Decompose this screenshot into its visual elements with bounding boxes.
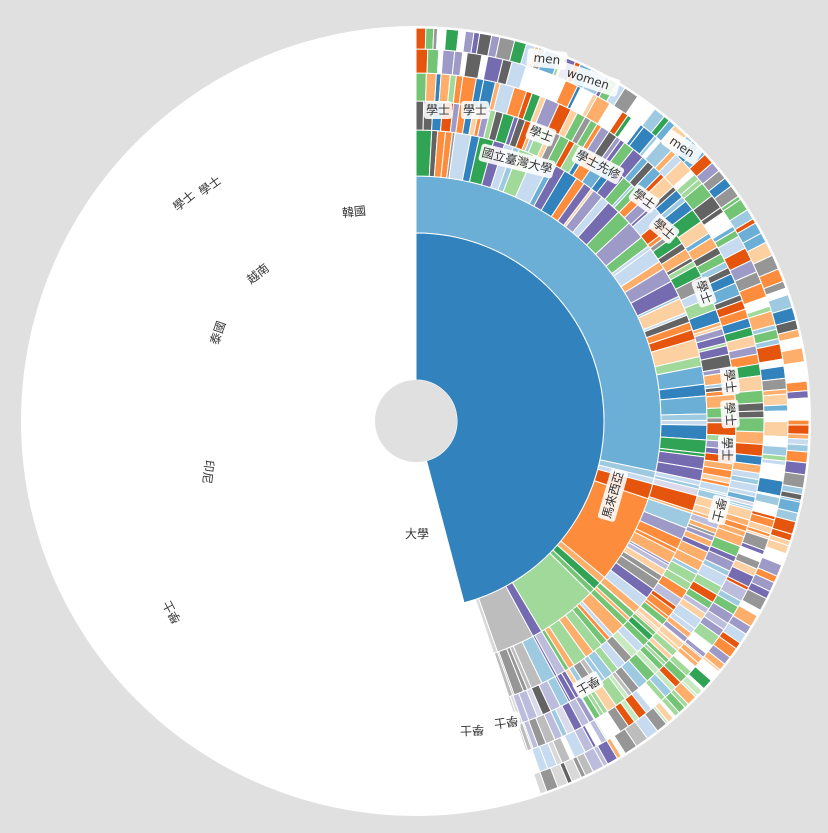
center-hole — [375, 380, 457, 462]
sunburst-arc[interactable] — [787, 424, 810, 435]
label-background — [158, 596, 186, 628]
label-background — [691, 276, 717, 308]
label-background — [571, 145, 625, 185]
segment-label: 學士 — [457, 720, 487, 740]
segment-label: 印尼 — [197, 457, 219, 487]
label-background — [457, 720, 487, 740]
segment-label-text: 學士 — [460, 723, 484, 738]
segment-label: 學士 — [525, 121, 557, 147]
segment-label: 學士 — [720, 399, 740, 429]
sunburst-arc[interactable] — [787, 410, 810, 421]
sunburst-arc[interactable] — [735, 402, 765, 413]
sunburst-arc[interactable] — [783, 361, 808, 381]
segment-label: 學士 — [719, 366, 741, 396]
segment-label-text: 學士 — [426, 103, 450, 117]
sunburst-arc[interactable] — [787, 419, 810, 426]
label-background — [168, 186, 200, 216]
segment-label-text: 學士 — [720, 437, 734, 461]
segment-label-text: 學士 — [493, 713, 519, 730]
sunburst-arc[interactable] — [426, 48, 440, 75]
sunburst-arc[interactable] — [415, 27, 427, 50]
label-background — [555, 61, 621, 97]
label-background — [194, 171, 226, 201]
label-background — [461, 101, 489, 119]
label-background — [339, 201, 369, 223]
sunburst-arc[interactable] — [735, 417, 765, 433]
label-background — [572, 671, 604, 699]
segment-label: 泰國 — [205, 317, 231, 349]
segment-label-text: 印尼 — [200, 459, 217, 485]
sunburst-arc[interactable] — [763, 421, 789, 438]
segment-label-text: 韓國 — [341, 204, 366, 220]
label-background — [242, 259, 274, 289]
segment-label: 學士 — [718, 435, 736, 463]
label-background — [661, 129, 703, 165]
label-background — [403, 525, 431, 543]
segment-label: 學士 — [461, 101, 489, 119]
label-background — [478, 143, 556, 179]
label-background — [525, 121, 557, 147]
label-background — [707, 494, 731, 526]
segment-label: 大學 — [403, 525, 431, 543]
label-background — [720, 399, 740, 429]
segment-label: men — [526, 48, 568, 70]
segment-label: 學士 — [691, 276, 717, 308]
segment-label: 韓國 — [339, 201, 369, 223]
segment-label-text: 學士 — [709, 497, 728, 524]
label-background — [424, 101, 452, 119]
segment-label: 學士 — [424, 101, 452, 119]
sunburst-arc[interactable] — [735, 410, 765, 419]
segment-label: 學士 — [707, 494, 731, 526]
sunburst-arc[interactable] — [659, 395, 708, 416]
label-background — [718, 435, 736, 463]
label-background — [491, 711, 521, 733]
sunburst-arc[interactable] — [786, 397, 810, 413]
label-background — [648, 214, 680, 244]
sunburst-arc[interactable] — [533, 771, 548, 795]
sunburst-arc[interactable] — [762, 393, 789, 407]
sunburst-arc[interactable] — [660, 413, 708, 421]
label-background — [628, 184, 660, 214]
sunburst-arc[interactable] — [763, 410, 789, 423]
segment-label-text: men — [533, 51, 561, 68]
segment-label: 學士 — [491, 711, 521, 733]
sunburst-arc[interactable] — [415, 100, 425, 131]
sunburst-arc[interactable] — [415, 72, 427, 102]
label-background — [526, 48, 568, 70]
segment-label-text: 學士 — [722, 402, 738, 427]
segment-label-text: 學士 — [722, 368, 738, 393]
label-background — [597, 468, 629, 522]
segment-label: 學士 — [158, 596, 186, 628]
label-background — [205, 317, 231, 349]
segment-label-text: 學士 — [463, 103, 487, 117]
sunburst-arc[interactable] — [415, 48, 429, 74]
segment-label-text: 大學 — [405, 527, 429, 541]
label-background — [197, 457, 219, 487]
label-background — [719, 366, 741, 396]
